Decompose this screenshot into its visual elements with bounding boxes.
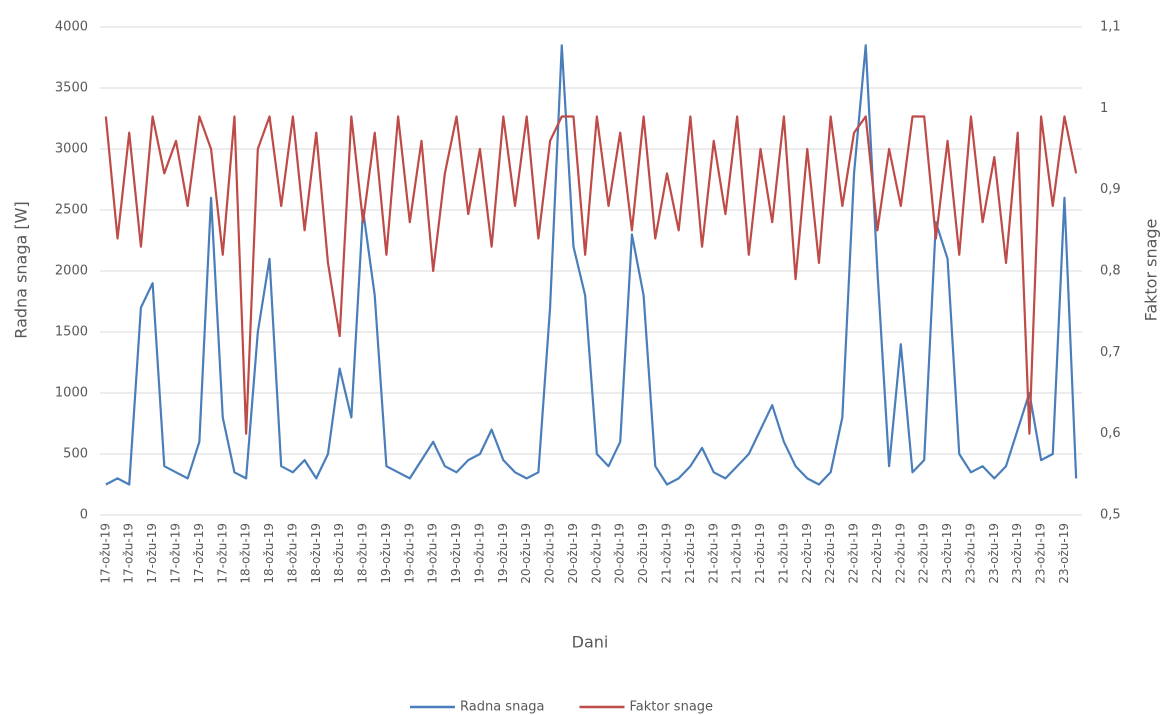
x-tick-label: 23-ožu-19 [1034,523,1048,584]
y2-tick-label: 1,1 [1100,20,1121,35]
legend-label: Faktor snage [630,700,714,715]
x-tick-label: 18-ožu-19 [332,523,346,584]
x-tick-label: 20-ožu-19 [613,523,627,584]
x-tick-label: 20-ožu-19 [519,523,533,584]
x-tick-label: 23-ožu-19 [1057,523,1071,584]
x-tick-label: 17-ožu-19 [145,523,159,584]
x-tick-label: 22-ožu-19 [870,523,884,584]
x-tick-label: 22-ožu-19 [917,523,931,584]
x-tick-label: 22-ožu-19 [893,523,907,584]
y2-tick-label: 0,8 [1100,264,1121,279]
x-tick-label: 23-ožu-19 [940,523,954,584]
y-tick-label: 3000 [55,142,88,157]
series-line [104,115,1078,435]
x-axis-title: Dani [572,633,609,652]
x-tick-label: 17-ožu-19 [168,523,182,584]
x-tick-label: 19-ožu-19 [496,523,510,584]
x-tick-label: 20-ožu-19 [589,523,603,584]
y2-tick-label: 0,9 [1100,182,1121,197]
x-tick-label: 23-ožu-19 [987,523,1001,584]
x-tick-label: 18-ožu-19 [285,523,299,584]
y2-tick-label: 0,5 [1100,508,1121,523]
y-tick-label: 1500 [55,325,88,340]
x-tick-label: 22-ožu-19 [847,523,861,584]
y2-tick-label: 0,6 [1100,426,1121,441]
x-tick-label: 20-ožu-19 [636,523,650,584]
y2-tick-label: 1 [1100,101,1108,116]
x-tick-label: 21-ožu-19 [730,523,744,584]
y-tick-label: 2000 [55,264,88,279]
x-tick-label: 21-ožu-19 [683,523,697,584]
y-tick-label: 3500 [55,81,88,96]
x-tick-label: 23-ožu-19 [1010,523,1024,584]
series-line [105,44,1078,486]
y-tick-label: 500 [63,447,88,462]
x-tick-label: 17-ožu-19 [98,523,112,584]
x-tick-label: 19-ožu-19 [449,523,463,584]
y2-axis-title: Faktor snage [1142,219,1161,322]
x-tick-label: 17-ožu-19 [192,523,206,584]
y2-tick-label: 0,7 [1100,345,1121,360]
x-tick-label: 18-ožu-19 [262,523,276,584]
y-tick-label: 4000 [55,20,88,35]
x-tick-label: 19-ožu-19 [472,523,486,584]
x-tick-label: 19-ožu-19 [379,523,393,584]
x-tick-label: 17-ožu-19 [215,523,229,584]
x-tick-label: 18-ožu-19 [356,523,370,584]
x-tick-label: 22-ožu-19 [800,523,814,584]
x-tick-label: 17-ožu-19 [122,523,136,584]
y-tick-label: 2500 [55,203,88,218]
x-tick-label: 19-ožu-19 [402,523,416,584]
legend-label: Radna snaga [460,700,545,715]
x-tick-label: 18-ožu-19 [309,523,323,584]
x-tick-label: 21-ožu-19 [753,523,767,584]
x-tick-label: 19-ožu-19 [426,523,440,584]
x-tick-label: 22-ožu-19 [823,523,837,584]
x-tick-label: 18-ožu-19 [239,523,253,584]
x-tick-label: 20-ožu-19 [566,523,580,584]
x-tick-label: 21-ožu-19 [706,523,720,584]
x-tick-label: 20-ožu-19 [543,523,557,584]
x-tick-label: 21-ožu-19 [776,523,790,584]
y-axis-title: Radna snaga [W] [12,201,31,338]
y-tick-label: 0 [80,508,88,523]
x-tick-label: 23-ožu-19 [963,523,977,584]
y-tick-label: 1000 [55,386,88,401]
x-tick-label: 21-ožu-19 [659,523,673,584]
